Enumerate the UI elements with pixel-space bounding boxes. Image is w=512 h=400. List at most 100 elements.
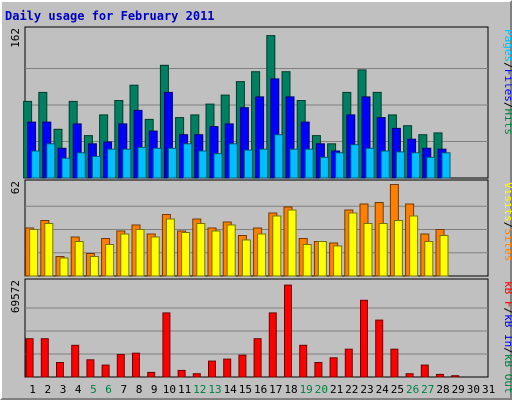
bar-visits-day-28 [439,235,449,277]
bar-visits-day-2 [44,223,54,277]
bar-pages-day-16 [259,148,269,179]
bar-visits-day-22 [348,212,358,277]
bar-pages-day-6 [107,148,117,179]
bar-pages-day-13 [213,153,223,179]
legend-label-2: kB In [502,314,512,347]
day-label-30: 30 [467,383,480,396]
bar-kb-f-day-6 [101,364,110,378]
day-label-15: 15 [239,383,252,396]
legend-label-1: / [502,222,512,229]
bar-visits-day-25 [393,220,403,277]
bar-visits-day-12 [196,223,206,277]
bar-pages-day-5 [91,155,101,179]
panel-visits-sites: 62 Visits/Sites [9,179,512,277]
bar-kb-f-day-19 [299,344,308,378]
day-label-27: 27 [421,383,434,396]
bar-pages-day-9 [152,147,162,179]
bar-pages-day-27 [426,156,436,179]
bar-kb-f-day-22 [344,348,353,378]
bar-visits-day-18 [287,209,297,277]
legend-label-1: / [502,308,512,315]
bar-kb-f-day-4 [71,344,80,378]
day-label-12: 12 [193,383,206,396]
day-label-16: 16 [254,383,267,396]
bar-pages-day-14 [228,143,238,179]
day-label-13: 13 [208,383,221,396]
bar-kb-f-day-7 [116,354,125,378]
day-label-22: 22 [345,383,358,396]
day-label-9: 9 [151,383,158,396]
series-legend: Visits/Sites [502,182,512,262]
bar-pages-day-11 [183,143,193,179]
bar-pages-day-19 [304,148,314,179]
bar-pages-day-2 [46,143,56,179]
bar-kb-f-day-26 [405,373,414,378]
bar-visits-day-11 [181,232,191,277]
bar-kb-f-day-24 [375,319,384,378]
bar-visits-day-13 [211,230,221,277]
bar-visits-day-5 [89,256,99,277]
bar-kb-f-day-9 [147,371,156,378]
bar-pages-day-28 [441,152,451,179]
bar-pages-day-24 [380,150,390,179]
bar-visits-day-27 [424,241,434,277]
bar-pages-day-26 [411,152,421,179]
bar-visits-day-10 [165,218,175,277]
y-max-label: 69572 [9,280,22,313]
day-label-24: 24 [376,383,390,396]
day-label-17: 17 [269,383,282,396]
bar-kb-f-day-28 [436,373,444,378]
bar-kb-f-day-13 [208,360,216,378]
bar-visits-day-15 [241,239,251,277]
bar-visits-day-21 [333,245,343,277]
bar-kb-f-day-18 [284,284,292,378]
bar-pages-day-22 [350,144,360,179]
panel-hits-files-pages: 162 Pages/Files/Hits [9,26,512,179]
legend-label-4: kB Out [502,354,512,394]
day-label-8: 8 [136,383,143,396]
bar-visits-day-9 [150,236,160,277]
day-label-21: 21 [330,383,343,396]
bar-pages-day-25 [395,151,405,179]
bar-pages-day-12 [198,150,208,179]
bar-kb-f-day-29 [451,375,460,378]
day-label-28: 28 [436,383,449,396]
bar-kb-f-day-12 [192,373,201,378]
bar-pages-day-18 [289,148,299,179]
series-legend: Pages/Files/Hits [502,29,512,135]
day-label-4: 4 [75,383,82,396]
day-label-20: 20 [315,383,328,396]
bar-kb-f-day-11 [177,369,186,378]
y-max-label: 162 [9,28,22,48]
series-visits [29,209,449,277]
bar-kb-f-day-27 [420,364,429,378]
bar-kb-f-day-5 [86,359,95,378]
day-label-23: 23 [360,383,373,396]
bar-pages-day-8 [137,146,147,179]
bar-visits-day-4 [74,241,84,277]
legend-label-4: Hits [502,109,512,136]
day-label-10: 10 [163,383,176,396]
day-label-18: 18 [284,383,297,396]
bar-visits-day-8 [135,229,145,277]
bar-kb-f-day-25 [390,348,399,378]
bar-pages-day-23 [365,147,375,179]
series-pages [31,134,451,179]
bar-kb-f-day-1 [25,338,34,378]
bar-kb-f-day-16 [253,338,262,378]
bar-kb-f-day-20 [314,362,323,378]
bar-pages-day-3 [61,157,71,179]
bar-kb-f-day-10 [162,312,171,378]
bar-visits-day-24 [378,223,388,277]
bar-visits-day-3 [59,257,69,277]
bar-kb-f-day-21 [329,357,338,378]
bar-kb-f-day-17 [268,312,277,378]
bar-visits-day-16 [257,233,267,277]
bar-kb-f-day-15 [238,354,247,378]
bar-pages-day-21 [335,152,345,179]
bar-visits-day-23 [363,223,373,277]
day-label-14: 14 [224,383,238,396]
bar-pages-day-7 [122,148,132,179]
